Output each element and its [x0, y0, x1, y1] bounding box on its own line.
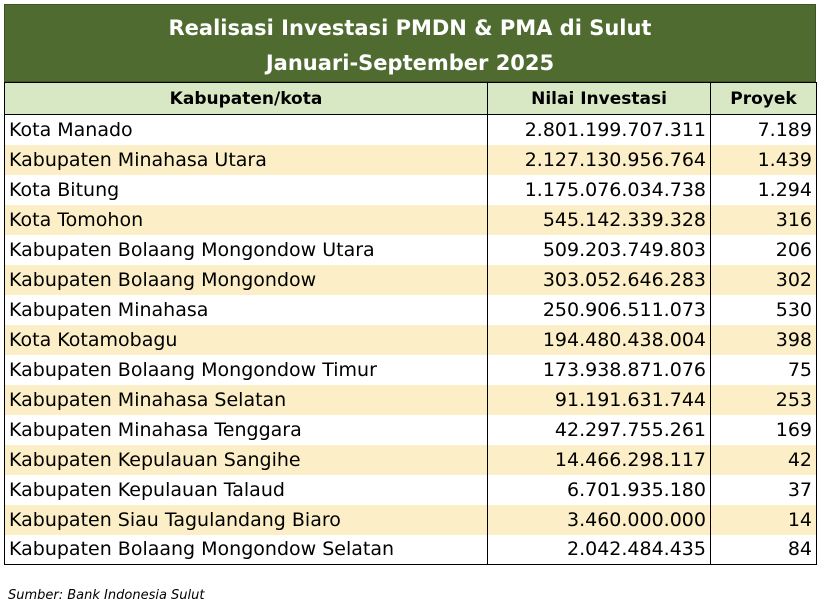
table-row: Kabupaten Minahasa Tenggara 42.297.755.26…: [4, 414, 817, 445]
table-row: Kota Kotamobagu 194.480.438.004 398: [4, 324, 817, 355]
cell-projects: 84: [710, 534, 817, 565]
header-row: Kabupaten/kota Nilai Investasi Proyek: [4, 82, 817, 115]
cell-region: Kabupaten Minahasa: [4, 294, 488, 325]
cell-projects: 302: [710, 264, 817, 295]
table-row: Kabupaten Kepulauan Sangihe 14.466.298.11…: [4, 444, 817, 475]
cell-region: Kota Bitung: [4, 174, 488, 205]
cell-region: Kota Tomohon: [4, 204, 488, 235]
cell-region: Kabupaten Minahasa Tenggara: [4, 414, 488, 445]
cell-region: Kota Manado: [4, 114, 488, 145]
header-investment: Nilai Investasi: [487, 82, 711, 115]
cell-projects: 42: [710, 444, 817, 475]
cell-region: Kota Kotamobagu: [4, 324, 488, 355]
cell-region: Kabupaten Minahasa Utara: [4, 144, 488, 175]
table-row: Kabupaten Minahasa 250.906.511.073 530: [4, 294, 817, 325]
cell-projects: 14: [710, 504, 817, 535]
title-line-1: Realisasi Investasi PMDN & PMA di Sulut: [168, 16, 652, 40]
table-row: Kota Tomohon 545.142.339.328 316: [4, 204, 817, 235]
cell-region: Kabupaten Bolaang Mongondow Utara: [4, 234, 488, 265]
source-note: Sumber: Bank Indonesia Sulut: [8, 588, 205, 603]
cell-projects: 37: [710, 474, 817, 505]
cell-projects: 1.294: [710, 174, 817, 205]
table-row: Kabupaten Bolaang Mongondow Selatan 2.042…: [4, 534, 817, 565]
cell-investment: 194.480.438.004: [487, 324, 711, 355]
header-projects: Proyek: [710, 82, 817, 115]
cell-projects: 253: [710, 384, 817, 415]
investment-table: Kabupaten/kota Nilai Investasi Proyek Ko…: [4, 82, 817, 565]
cell-investment: 6.701.935.180: [487, 474, 711, 505]
cell-region: Kabupaten Kepulauan Sangihe: [4, 444, 488, 475]
table-row: Kabupaten Bolaang Mongondow Timur 173.938…: [4, 354, 817, 385]
title-line-2: Januari-September 2025: [265, 51, 555, 75]
table-title: Realisasi Investasi PMDN & PMA di Sulut …: [4, 4, 816, 82]
cell-projects: 7.189: [710, 114, 817, 145]
table-row: Kabupaten Bolaang Mongondow Utara 509.203…: [4, 234, 817, 265]
cell-investment: 173.938.871.076: [487, 354, 711, 385]
cell-region: Kabupaten Siau Tagulandang Biaro: [4, 504, 488, 535]
table-row: Kabupaten Siau Tagulandang Biaro 3.460.00…: [4, 504, 817, 535]
table-row: Kota Bitung 1.175.076.034.738 1.294: [4, 174, 817, 205]
cell-investment: 2.127.130.956.764: [487, 144, 711, 175]
table-row: Kota Manado 2.801.199.707.311 7.189: [4, 114, 817, 145]
cell-projects: 75: [710, 354, 817, 385]
cell-investment: 14.466.298.117: [487, 444, 711, 475]
cell-investment: 1.175.076.034.738: [487, 174, 711, 205]
cell-investment: 509.203.749.803: [487, 234, 711, 265]
cell-region: Kabupaten Kepulauan Talaud: [4, 474, 488, 505]
cell-projects: 316: [710, 204, 817, 235]
cell-projects: 530: [710, 294, 817, 325]
table-row: Kabupaten Minahasa Selatan 91.191.631.744…: [4, 384, 817, 415]
cell-projects: 206: [710, 234, 817, 265]
cell-investment: 250.906.511.073: [487, 294, 711, 325]
table-body: Kota Manado 2.801.199.707.311 7.189 Kabupat…: [4, 114, 817, 565]
cell-projects: 169: [710, 414, 817, 445]
header-region: Kabupaten/kota: [4, 82, 488, 115]
table-row: Kabupaten Bolaang Mongondow 303.052.646.2…: [4, 264, 817, 295]
cell-projects: 398: [710, 324, 817, 355]
cell-investment: 545.142.339.328: [487, 204, 711, 235]
cell-investment: 2.801.199.707.311: [487, 114, 711, 145]
cell-region: Kabupaten Bolaang Mongondow Timur: [4, 354, 488, 385]
cell-region: Kabupaten Bolaang Mongondow Selatan: [4, 534, 488, 565]
table-row: Kabupaten Minahasa Utara 2.127.130.956.76…: [4, 144, 817, 175]
investment-table-container: Realisasi Investasi PMDN & PMA di Sulut …: [4, 4, 817, 565]
cell-projects: 1.439: [710, 144, 817, 175]
cell-investment: 303.052.646.283: [487, 264, 711, 295]
cell-region: Kabupaten Bolaang Mongondow: [4, 264, 488, 295]
cell-investment: 91.191.631.744: [487, 384, 711, 415]
cell-region: Kabupaten Minahasa Selatan: [4, 384, 488, 415]
cell-investment: 3.460.000.000: [487, 504, 711, 535]
cell-investment: 42.297.755.261: [487, 414, 711, 445]
table-row: Kabupaten Kepulauan Talaud 6.701.935.180 3…: [4, 474, 817, 505]
cell-investment: 2.042.484.435: [487, 534, 711, 565]
